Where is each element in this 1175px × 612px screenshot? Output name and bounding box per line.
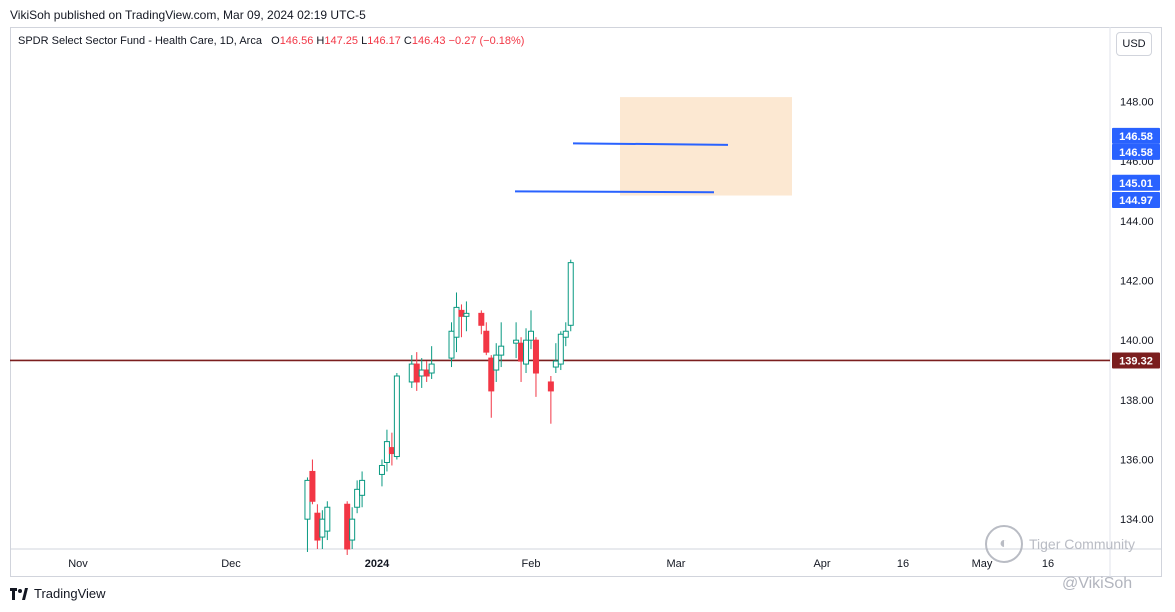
candle-body [478,312,485,326]
price-badge-label: 145.01 [1119,178,1153,190]
y-tick-label: 136.00 [1120,455,1154,467]
x-tick-label: Mar [667,558,686,570]
close-label: C [403,35,412,47]
price-badge [1112,127,1160,144]
candle-body [493,354,500,371]
y-tick-label: 144.00 [1120,216,1154,228]
candle-body [453,306,460,338]
candle-body [547,381,554,392]
high-label: H [316,35,325,47]
tradingview-logo-icon [10,587,28,600]
symbol-legend: SPDR Select Sector Fund - Health Care, 1… [18,35,524,47]
candle-body [562,330,569,338]
highlight-zone [620,97,792,196]
candle-body [552,360,559,368]
open-value: 146.56 [279,35,314,47]
candle-body [349,518,356,541]
x-tick-label: 2024 [365,558,390,570]
candle-body [413,363,420,383]
y-tick-label: 142.00 [1120,276,1154,288]
candle-body [532,339,539,374]
low-value: 146.17 [367,35,401,47]
y-tick-label: 138.00 [1120,395,1154,407]
price-badge-label: 146.58 [1119,147,1153,159]
candle-body [408,363,415,383]
tiger-logo-icon: ◐ [985,525,1023,563]
x-tick-label: Dec [221,558,241,570]
open-label: O [271,35,280,47]
change-value: −0.27 (−0.18%) [448,35,525,47]
chart-frame [10,27,1162,577]
x-tick-label: May [972,558,993,570]
price-badge-label: 146.58 [1119,131,1153,143]
watermark-text: Tiger Community [1029,536,1136,552]
candle-body [448,330,455,359]
candle-body [309,470,316,502]
candle-body [418,369,425,377]
price-badge [1112,174,1160,191]
candle-body [354,488,361,508]
candle-body [567,262,574,326]
candle-body [463,312,470,317]
candle-body [423,369,430,377]
price-badge-label: 139.32 [1119,355,1153,367]
candle-body [304,479,311,520]
low-label: L [361,35,368,47]
y-tick-label: 140.00 [1120,335,1154,347]
price-badge [1112,143,1160,160]
lower-horizontal-line [514,190,715,194]
x-tick-label: 16 [1042,558,1054,570]
x-tick-label: Feb [522,558,541,570]
candle-body [388,447,395,455]
candle-body [557,333,564,365]
high-value: 147.25 [324,35,359,47]
price-badge [1112,352,1160,369]
candle-body [488,357,495,392]
legend-ohlc: O146.56 H147.25 L146.17 C146.43 −0.27 (−… [265,35,524,47]
candle-body [518,342,525,362]
candle-body [324,506,331,532]
x-tick-label: 16 [897,558,909,570]
candle-body [393,375,400,458]
author-handle: @VikiSoh [1062,575,1133,592]
candle-body [513,339,520,344]
candle-body [523,339,530,365]
candle-body [359,479,366,496]
brand-name: TradingView [34,586,106,601]
y-tick-label: 148.00 [1120,97,1154,109]
close-value: 146.43 [411,35,446,47]
candle-body [383,441,390,463]
price-badge-label: 144.97 [1119,195,1153,207]
x-tick-label: Nov [68,558,88,570]
candle-body [528,330,534,341]
candle-body [458,309,465,317]
candle-body [498,345,505,356]
upper-horizontal-line [572,142,729,146]
candle-body [483,330,490,353]
x-tick-label: Apr [813,558,830,570]
candle-body [378,464,385,475]
y-tick-label: 134.00 [1120,514,1154,526]
publish-info: VikiSoh published on TradingView.com, Ma… [10,8,366,22]
candle-body [314,512,321,541]
community-watermark: ◐ Tiger Community [985,525,1135,563]
price-badge [1112,191,1160,208]
candle-body [428,363,435,374]
symbol-title: SPDR Select Sector Fund - Health Care, 1… [18,35,262,47]
currency-button[interactable]: USD [1116,32,1152,56]
tradingview-brand[interactable]: TradingView [10,586,106,601]
candle-body [319,518,326,538]
candle-body [344,503,351,550]
